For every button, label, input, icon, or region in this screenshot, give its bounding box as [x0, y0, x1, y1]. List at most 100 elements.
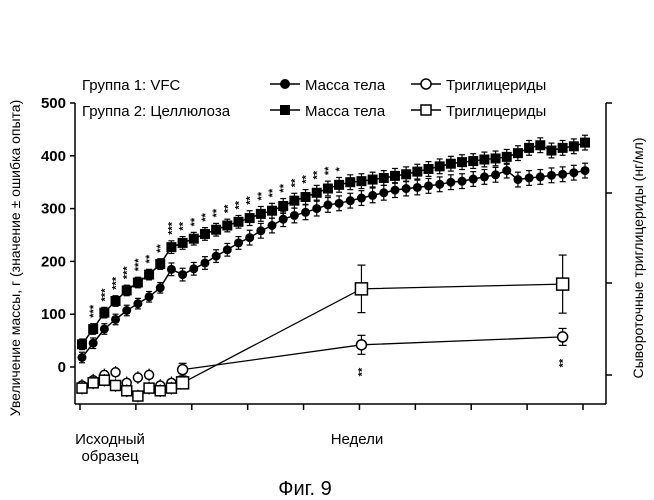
significance-label: ** [323, 166, 335, 175]
g1-mass-point [233, 238, 243, 248]
g2-mass-point [412, 166, 423, 177]
significance-label: ** [312, 170, 324, 179]
y-tick-label: 0 [58, 359, 66, 376]
g2-mass-point [401, 169, 412, 180]
significance-label: ** [155, 243, 167, 252]
legend-g2-mass-marker [280, 105, 290, 115]
y-tick-label: 300 [41, 201, 66, 218]
g2-mass-point [121, 285, 132, 296]
legend-g2-tg-marker [420, 104, 432, 116]
g2-mass-point [88, 323, 99, 334]
g2-mass-point [177, 237, 188, 248]
tg-significance-label: ** [356, 367, 368, 376]
significance-label: ** [144, 254, 156, 263]
g2-mass-point [568, 141, 579, 152]
g1-mass-point [245, 233, 255, 243]
g2-mass-point [479, 154, 490, 165]
g1-mass-point [390, 185, 400, 195]
significance-label: ** [256, 191, 268, 200]
y-tick-label: 100 [41, 306, 66, 323]
g1-mass-point [457, 176, 467, 186]
g2-mass-point [211, 224, 222, 235]
significance-label: ** [189, 217, 201, 226]
g1-mass-point [301, 207, 311, 217]
g2-mass-point [546, 145, 557, 156]
g2-mass-point [311, 187, 322, 198]
significance-label: *** [111, 276, 123, 290]
g2-mass-point [356, 176, 367, 187]
g2-mass-point [501, 151, 512, 162]
g1-mass-point [401, 184, 411, 194]
g1-tg-early-point [110, 367, 121, 378]
g1-tg-point [556, 331, 569, 343]
g2-mass-point [77, 339, 87, 350]
g2-mass-point [199, 228, 210, 239]
g2-mass-point [255, 208, 266, 219]
g1-mass-point [289, 210, 299, 220]
g1-mass-point [334, 198, 344, 208]
legend-g2-mass-text: Масса тела [305, 103, 386, 120]
g2-mass-point [367, 174, 378, 185]
significance-label: ** [233, 200, 245, 209]
g1-tg-point [355, 339, 368, 351]
g1-mass-point [435, 179, 445, 189]
g2-mass-point [300, 191, 311, 202]
g1-mass-point [211, 251, 221, 261]
significance-label: * [334, 166, 346, 171]
g1-mass-point [267, 220, 277, 230]
g2-mass-point [457, 157, 468, 168]
g1-mass-point [189, 264, 199, 274]
g2-mass-point [334, 179, 345, 190]
significance-label: ** [278, 183, 290, 192]
g2-mass-point [188, 233, 199, 244]
legend-group1-label: Группа 1: VFC [82, 77, 181, 94]
g1-tg-point [176, 363, 189, 376]
legend: Группа 1: VFC Группа 2: Целлюлоза Масса … [82, 77, 546, 120]
g1-mass-point [424, 181, 434, 191]
x-axis-label: Недели [331, 431, 384, 448]
y-tick-label: 400 [41, 148, 66, 165]
plot-area: *************** ******* ** **** ** ** **** ** **… [76, 134, 590, 403]
g1-mass-point [323, 200, 333, 210]
significance-label: ** [245, 195, 257, 204]
right-ticks [606, 102, 612, 376]
g1-mass-point [178, 270, 188, 280]
g2-mass-point [233, 216, 244, 227]
g1-mass-point [580, 166, 590, 176]
g1-mass-point [524, 173, 534, 183]
g1-mass-point [166, 264, 176, 274]
g2-mass-point [557, 142, 568, 153]
g2-mass-point [132, 277, 143, 288]
g2-mass-point [378, 172, 389, 183]
g1-mass-point [368, 190, 378, 200]
g1-mass-point [468, 174, 478, 184]
g2-mass-point [278, 200, 289, 211]
significance-label: *** [88, 304, 100, 318]
g1-mass-point [558, 169, 568, 179]
g1-mass-point [356, 193, 366, 203]
g2-mass-point [144, 269, 155, 280]
significance-label: ** [222, 204, 234, 213]
g2-mass-point [289, 195, 300, 206]
significance-label: ** [289, 178, 301, 187]
y-tick-label: 200 [41, 253, 66, 270]
g2-tg-early-point [120, 385, 133, 397]
figure-caption: Фиг. 9 [278, 478, 331, 500]
g2-tg-early-point [87, 377, 99, 389]
g2-tg-early-point [76, 382, 88, 394]
g1-mass-point [77, 352, 87, 362]
g1-mass-point [535, 172, 545, 182]
legend-g1-mass-text: Масса тела [305, 77, 386, 94]
g1-mass-point [412, 182, 422, 192]
y-axis-label-right: Сывороточные триглицериды (нг/мл) [630, 137, 646, 378]
y-axis-label-left: Увеличение массы, г (значение ± ошибка о… [7, 100, 23, 417]
g1-tg-early-point [132, 372, 144, 383]
significance-label: *** [166, 221, 178, 235]
g1-mass-point [122, 306, 132, 316]
significance-label: ** [211, 208, 223, 217]
significance-label: *** [99, 288, 111, 302]
x-start-label-line2: образец [81, 448, 139, 465]
significance-label: *** [133, 258, 145, 272]
g1-mass-point [111, 314, 121, 324]
